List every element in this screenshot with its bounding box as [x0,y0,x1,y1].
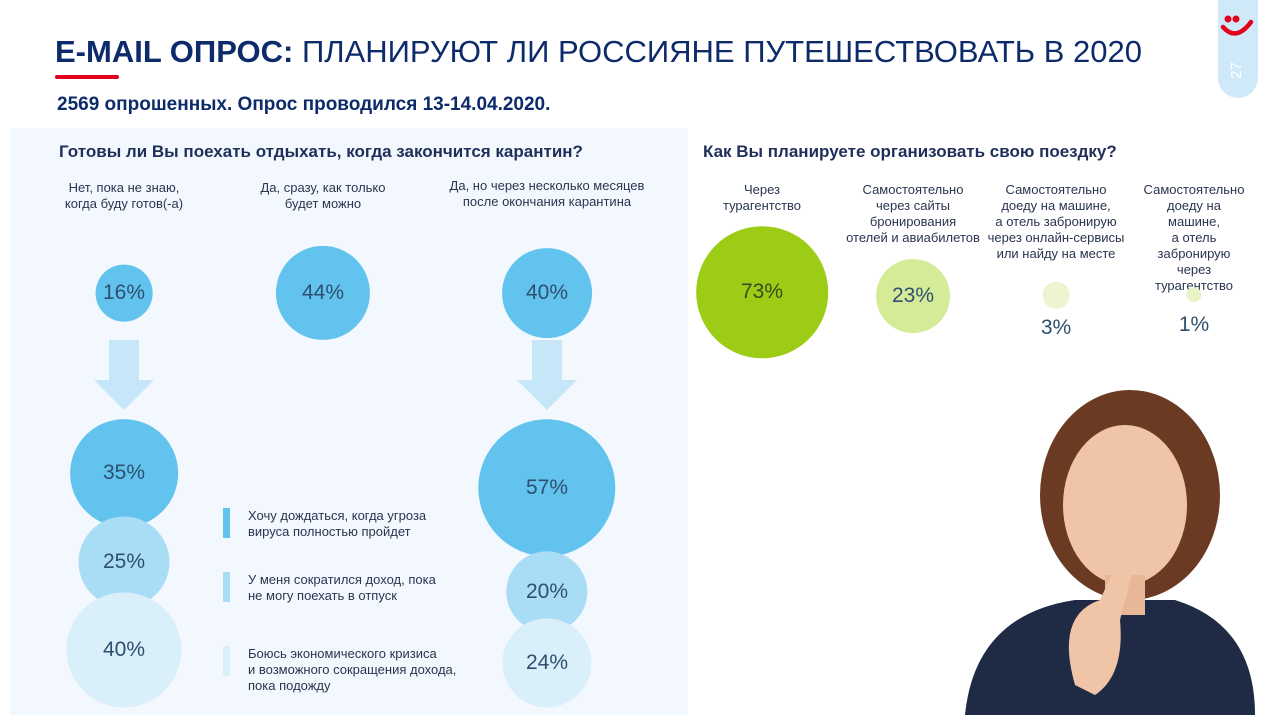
legend-swatch [223,646,230,676]
option-label: Самостоятельно доеду на машине, а отель … [1143,182,1245,293]
legend-label: У меня сократился доход, пока не могу по… [248,572,436,603]
logo [1220,15,1254,36]
value-label: 20% [525,580,569,603]
bubble [66,592,182,708]
bubble [70,419,178,527]
value-label: 23% [891,284,935,307]
legend-swatch [223,508,230,538]
legend-label: Хочу дождаться, когда угроза вируса полн… [248,508,427,539]
value-label: 3% [1040,316,1072,339]
bubble [95,264,153,322]
question: Как Вы планируете организовать свою поез… [703,142,1117,161]
page-number: 27 [1227,62,1245,79]
group-label: Нет, пока не знаю, когда буду готов(-а) [64,180,184,211]
value-label: 40% [102,638,146,661]
bubble [275,245,371,341]
option-label: Через турагентство [722,182,802,213]
title: E-MAIL ОПРОС: ПЛАНИРУЮТ ЛИ РОССИЯНЕ ПУТЕ… [55,34,1142,70]
arrow [109,340,139,380]
bubble [478,419,616,557]
value-label: 40% [525,281,569,304]
person-illustration [965,390,1255,715]
bubble [696,226,828,358]
group-label: Да, сразу, как только будет можно [260,180,386,211]
legend-label: Боюсь экономического кризиса и возможног… [248,646,457,693]
legend-swatch [223,572,230,602]
bubble [1186,287,1202,303]
value-label: 35% [102,461,146,484]
option-label: Самостоятельно доеду на машине, а отель … [987,182,1125,261]
bubble [502,618,592,708]
question: Готовы ли Вы поехать отдыхать, когда зак… [59,142,583,161]
value-label: 73% [740,280,784,303]
subtitle: 2569 опрошенных. Опрос проводился 13-14.… [57,94,551,115]
value-label: 44% [301,281,345,304]
bubble [876,259,950,333]
bubble [502,248,592,338]
underline [55,75,119,79]
value-label: 57% [525,476,569,499]
value-label: 25% [102,550,146,573]
bubble [78,516,170,608]
value-label: 24% [525,651,569,674]
arrow [532,340,562,380]
title-rest: ПЛАНИРУЮТ ЛИ РОССИЯНЕ ПУТЕШЕСТВОВАТЬ В 2… [301,34,1142,69]
bubble [1042,281,1070,309]
group-label: Да, но через несколько месяцев после око… [449,178,645,209]
arrow-head [517,380,577,410]
value-label: 16% [102,281,146,304]
option-label: Самостоятельно через сайты бронирования … [846,182,980,245]
value-label: 1% [1178,313,1210,336]
arrow-head [94,380,154,410]
title-bold: E-MAIL ОПРОС: [55,34,294,69]
